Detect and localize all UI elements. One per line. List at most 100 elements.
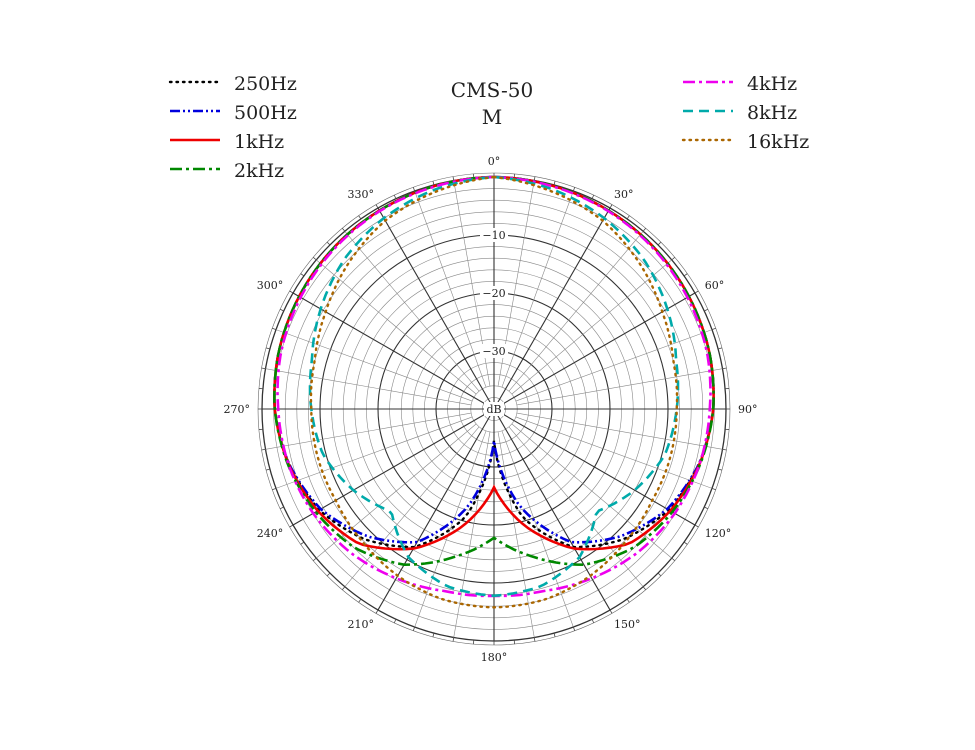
grid-spoke-minor (501, 190, 574, 388)
series-curve-16khz (309, 175, 679, 609)
rim-tick (591, 619, 595, 624)
grid-spoke-minor (515, 329, 713, 402)
grid-spoke-minor (516, 368, 723, 406)
unit-label: dB (486, 403, 501, 416)
angle-label: 150° (614, 618, 641, 631)
rim-tick (642, 227, 647, 232)
angle-label: 0° (488, 155, 501, 168)
rim-tick (289, 290, 294, 294)
grid-spoke-major (377, 207, 495, 410)
rim-tick (375, 609, 379, 614)
rim-tick (642, 586, 647, 591)
rim-tick (393, 619, 397, 624)
grid-spoke-minor (275, 416, 473, 489)
unit-label-bg (484, 402, 504, 416)
grid-spoke-minor (515, 416, 713, 489)
legend: 250Hz 500Hz 1kHz 2kHz 4kHz 8kHz 16kHz (168, 73, 809, 182)
angle-label: 240° (257, 527, 284, 540)
grid-spoke-minor (265, 368, 472, 406)
rim-tick (279, 506, 284, 510)
rim-tick (393, 194, 397, 199)
rim-tick (717, 347, 723, 350)
r-tick-label: −10 (482, 229, 505, 242)
grid-spoke-minor (316, 423, 477, 559)
rim-tick (265, 468, 271, 471)
rim-tick (358, 215, 362, 220)
rim-tick (694, 290, 699, 294)
angle-label: 210° (348, 618, 375, 631)
rim-tick (717, 468, 723, 471)
rim-tick (553, 180, 556, 186)
grid-spoke-minor (501, 430, 574, 628)
rim-tick (452, 637, 455, 642)
r-tick-label-bg (480, 228, 508, 242)
grid-spoke-minor (511, 259, 672, 395)
rim-tick (609, 609, 613, 614)
rim-tick (412, 187, 416, 192)
r-tick-label-bg (480, 344, 508, 358)
grid-spoke-minor (344, 426, 480, 587)
angle-label: 30° (614, 188, 634, 201)
grid-spoke-minor (497, 431, 535, 638)
polar-labels: −10 −20 −30 dB 0° 30° 60° 90° 120° 150° 180° 210° 24… (224, 155, 758, 664)
rim-tick (300, 541, 305, 545)
rim-tick (279, 308, 284, 312)
grid-spoke-minor (414, 190, 487, 388)
rim-tick (553, 632, 556, 638)
rim-tick (261, 367, 266, 370)
rim-tick (300, 273, 305, 277)
r-tick-label-bg (480, 286, 508, 300)
rim-tick (312, 256, 317, 261)
grid-spoke-minor (508, 231, 644, 392)
grid-spoke-minor (275, 329, 473, 402)
r-tick-label: −20 (482, 287, 505, 300)
angle-label: 330° (348, 188, 375, 201)
grid-spoke-minor (508, 426, 644, 587)
rim-tick (711, 327, 716, 331)
rim-tick (533, 176, 536, 181)
legend-label-500hz: 500Hz (234, 102, 297, 124)
rim-tick (591, 194, 595, 199)
rim-tick (289, 524, 294, 528)
grid-spoke-major (493, 292, 696, 410)
grid-spoke-minor (316, 259, 477, 395)
rim-tick (432, 180, 435, 186)
series-curve-2khz (273, 175, 715, 567)
rim-tick (412, 626, 416, 631)
legend-label-2khz: 2kHz (234, 160, 284, 182)
rim-tick (265, 347, 271, 350)
rim-tick (694, 524, 699, 528)
grid-spoke-major (292, 408, 495, 526)
legend-label-4khz: 4kHz (747, 73, 797, 95)
grid-spoke-major (292, 292, 495, 410)
rim-tick (609, 204, 613, 209)
angle-label: 180° (481, 651, 508, 664)
grid-spoke-minor (453, 431, 491, 638)
rim-tick (704, 308, 709, 312)
rim-tick (452, 176, 455, 181)
rim-tick (375, 204, 379, 209)
rim-tick (722, 448, 727, 451)
rim-tick (572, 626, 576, 631)
polar-curves (273, 175, 715, 609)
angle-label: 90° (738, 403, 758, 416)
rim-tick (341, 227, 346, 232)
chart-subtitle: M (482, 105, 502, 129)
rim-tick (683, 273, 688, 277)
rim-tick (341, 586, 346, 591)
rim-tick (326, 241, 331, 246)
legend-label-250hz: 250Hz (234, 73, 297, 95)
rim-tick (657, 572, 662, 577)
legend-label-1khz: 1kHz (234, 131, 284, 153)
legend-label-8khz: 8kHz (747, 102, 797, 124)
rim-tick (272, 487, 277, 491)
r-tick-label: −30 (482, 345, 505, 358)
rim-tick (312, 557, 317, 562)
grid-spoke-minor (516, 412, 723, 450)
grid-spoke-minor (344, 231, 480, 392)
rim-tick (626, 598, 630, 603)
series-curve-8khz (308, 175, 680, 598)
chart-title: CMS-50 (451, 78, 533, 102)
rim-tick (272, 327, 277, 331)
